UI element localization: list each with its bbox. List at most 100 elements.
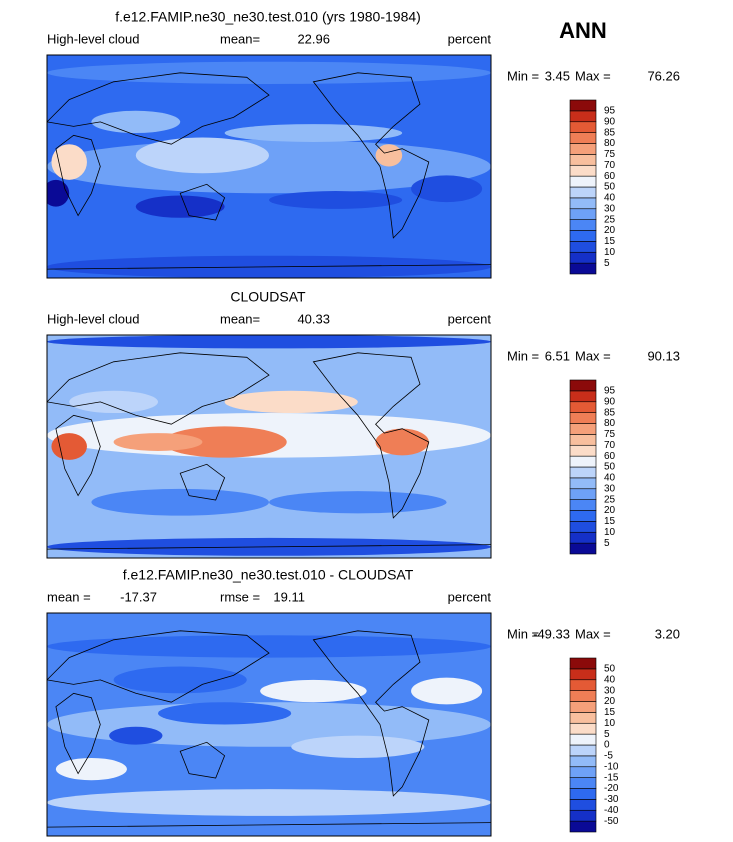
colorbar-swatch — [569, 262, 597, 275]
colorbar-label: 90 — [604, 396, 616, 407]
field-region — [91, 488, 269, 516]
coastline — [179, 463, 226, 501]
colorbar-label: 70 — [604, 160, 616, 171]
field-region — [47, 179, 70, 207]
field-region — [47, 335, 491, 349]
map — [46, 54, 492, 279]
coastline — [47, 822, 491, 828]
max-label: Max = — [575, 626, 611, 641]
field-region — [291, 735, 425, 758]
colorbar-swatch — [569, 444, 597, 457]
field-region — [109, 726, 163, 745]
max-value: 76.26 — [647, 68, 680, 83]
coastline — [47, 72, 270, 145]
max-label: Max = — [575, 348, 611, 363]
colorbar-swatch — [569, 777, 597, 789]
coastline — [47, 264, 491, 270]
colorbar-swatch — [569, 99, 597, 112]
coastline — [312, 352, 430, 519]
colorbar-swatch — [569, 121, 597, 133]
panel-title: CLOUDSAT — [230, 289, 306, 305]
colorbar-label: 85 — [604, 127, 616, 138]
coastline — [179, 741, 226, 779]
colorbar-label: 70 — [604, 440, 616, 451]
colorbar-label: 30 — [604, 483, 616, 494]
map-field — [47, 335, 491, 558]
units-label: percent — [448, 31, 492, 46]
min-label: Min = — [507, 68, 539, 83]
colorbar-label: 15 — [604, 236, 616, 247]
panel-title: f.e12.FAMIP.ne30_ne30.test.010 - CLOUDSA… — [123, 567, 414, 583]
min-value: -49.33 — [533, 626, 570, 641]
colorbar-swatch — [569, 510, 597, 522]
colorbar-label: -20 — [604, 783, 619, 794]
coastline — [55, 414, 101, 497]
min-value: 3.45 — [545, 68, 570, 83]
colorbar-swatch — [569, 488, 597, 500]
colorbar-swatch — [569, 701, 597, 713]
colorbar-label: 30 — [604, 203, 616, 214]
colorbar-label: 40 — [604, 473, 616, 484]
colorbar-swatch — [569, 132, 597, 144]
colorbar-swatch — [569, 186, 597, 199]
colorbar-swatch — [569, 657, 597, 670]
colorbar-swatch — [569, 455, 597, 468]
colorbar-swatch — [569, 722, 597, 735]
field-region — [224, 390, 358, 414]
colorbar-label: 80 — [604, 138, 616, 149]
colorbar-label: 5 — [604, 538, 610, 549]
colorbar-label: 75 — [604, 149, 616, 160]
map-field — [47, 613, 491, 836]
colorbar-swatch — [569, 820, 597, 833]
colorbar-swatch — [569, 799, 597, 811]
mean-label: mean= — [220, 31, 260, 46]
colorbar-swatch — [569, 110, 597, 123]
colorbar-label: 15 — [604, 516, 616, 527]
map-field — [47, 55, 491, 278]
colorbar-label: 50 — [604, 664, 616, 675]
field-region — [162, 426, 287, 458]
colorbar-label: 5 — [604, 729, 610, 740]
rmse-value: 19.11 — [273, 589, 305, 604]
field-region — [269, 191, 403, 209]
colorbar-swatch — [569, 423, 597, 435]
units-label: percent — [448, 589, 492, 604]
colorbar-swatch — [569, 230, 597, 242]
max-value: 90.13 — [647, 348, 680, 363]
colorbar-swatch — [569, 690, 597, 702]
colorbar-label: 5 — [604, 258, 610, 269]
colorbar-label: 10 — [604, 527, 616, 538]
coastline — [47, 352, 270, 425]
field-region — [260, 679, 367, 703]
colorbar-swatch — [569, 668, 597, 681]
colorbar-swatch — [569, 164, 597, 177]
colorbar-swatch — [569, 434, 597, 446]
field-region — [69, 390, 158, 414]
colorbar-label: 15 — [604, 707, 616, 718]
colorbar-swatch — [569, 219, 597, 231]
colorbar-label: 80 — [604, 418, 616, 429]
field-region — [51, 433, 87, 460]
coastline — [312, 630, 430, 797]
colorbar-swatch — [569, 401, 597, 413]
variable-label: High-level cloud — [47, 31, 140, 46]
colorbar-label: 95 — [604, 106, 616, 117]
min-label: Min = — [507, 626, 539, 641]
colorbar-swatch — [569, 208, 597, 220]
coastline — [47, 544, 491, 550]
colorbar-swatch — [569, 154, 597, 166]
colorbar-swatch — [569, 379, 597, 392]
colorbar-swatch — [569, 788, 597, 800]
colorbar-swatch — [569, 766, 597, 778]
field-region — [55, 757, 127, 781]
colorbar-swatch — [569, 390, 597, 403]
field-region — [158, 702, 292, 725]
colorbar-swatch — [569, 477, 597, 490]
colorbar-swatch — [569, 679, 597, 691]
rmse-label: rmse = — [220, 589, 260, 604]
field-region — [47, 789, 491, 816]
colorbar-label: -50 — [604, 816, 619, 827]
field-region — [47, 635, 491, 658]
